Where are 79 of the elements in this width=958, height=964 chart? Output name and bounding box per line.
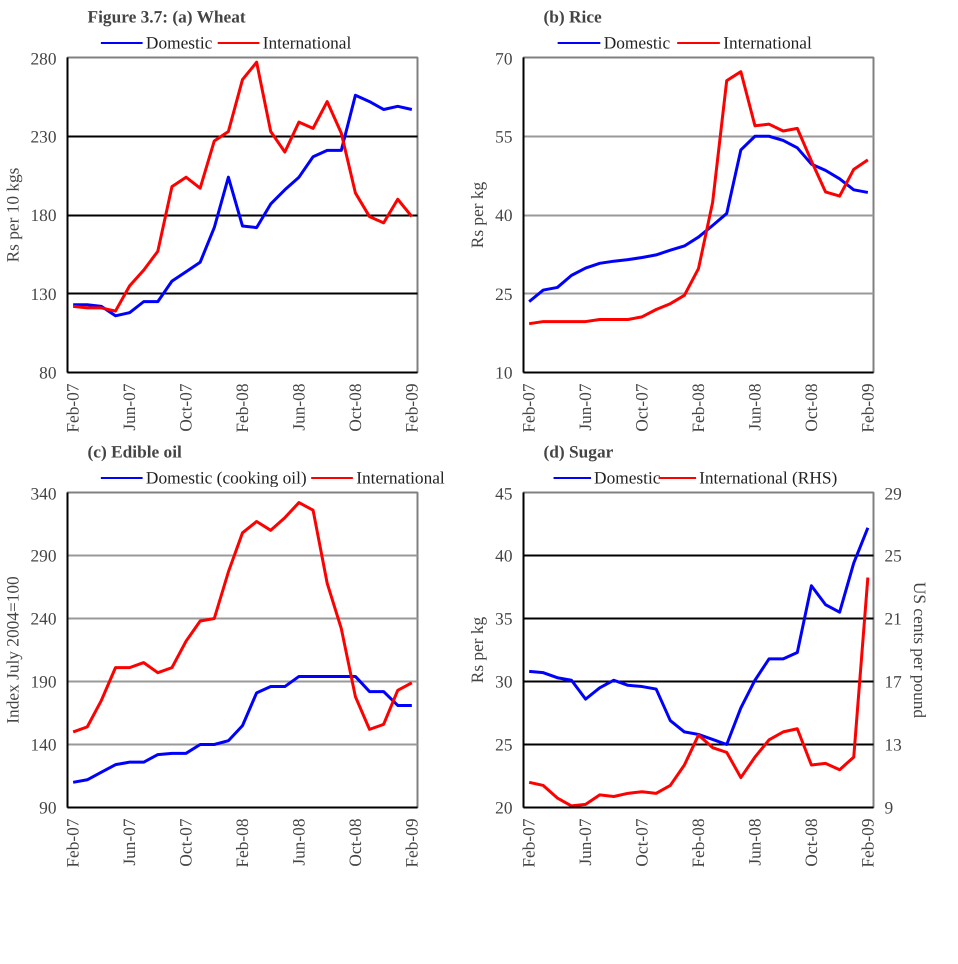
y-axis-title: Rs per 10 kgs [4,167,23,262]
x-tick-label: Jun-07 [120,383,140,431]
y-tick-label: 140 [30,736,57,754]
x-tick-label: Oct-08 [346,818,365,867]
y-tick-label: 20 [495,798,512,818]
y-tick-label: 190 [30,672,57,692]
line-series [528,70,870,326]
x-tick-label: Oct-07 [632,818,652,867]
x-tick-label: Feb-09 [858,383,878,433]
y-tick-label: 180 [30,206,57,225]
legend-label: International (RHS) [699,468,838,488]
x-tick-label: Feb-07 [520,818,539,868]
x-tick-label: Oct-07 [176,383,196,432]
x-tick-label: Oct-08 [802,818,821,867]
legend-label: Domestic [146,34,213,53]
x-tick-label: Jun-08 [745,384,764,431]
y-tick-label: 240 [30,610,57,628]
legend-label: International [723,34,812,53]
x-tick-label: Oct-07 [632,383,652,432]
legend-label: Domestic [594,468,661,488]
y-tick-label: 25 [495,284,512,304]
y2-tick-label: 9 [884,798,894,818]
y-axis-title: Rs per kg [468,616,488,684]
x-tick-label: Jun-07 [120,818,140,866]
y2-tick-label: 29 [884,484,902,504]
line-series [72,674,414,784]
y-tick-label: 30 [495,672,512,692]
y-tick-label: 35 [495,610,512,628]
y-tick-label: 230 [30,127,57,146]
x-tick-label: Jun-08 [745,818,764,866]
x-tick-label: Jun-07 [576,818,596,866]
y-tick-label: 80 [39,364,56,382]
y-tick-label: 340 [30,484,57,504]
x-tick-label: Feb-08 [689,383,708,433]
y-tick-label: 25 [495,736,512,754]
legend-label: Domestic [604,34,670,53]
x-tick-label: Oct-07 [176,818,196,867]
y2-axis-title: US cents per pound [910,582,929,718]
y2-tick-label: 13 [884,736,902,754]
y-tick-label: 40 [495,546,512,566]
y2-tick-label: 17 [884,672,902,692]
line-series [528,526,870,746]
x-tick-label: Oct-08 [802,383,821,432]
x-tick-label: Feb-07 [520,383,539,433]
chart-title: (b) Rice [544,8,602,26]
legend-label: Domestic (cooking oil) [146,468,307,488]
y-tick-label: 130 [30,284,57,304]
legend-label: International [356,468,445,488]
y2-tick-label: 21 [884,610,902,628]
legend-label: International [262,34,352,53]
x-tick-label: Jun-08 [289,384,308,431]
x-tick-label: Feb-08 [689,818,708,868]
x-tick-label: Feb-07 [64,383,83,433]
x-tick-label: Feb-08 [233,383,252,433]
y-tick-label: 10 [495,364,512,382]
x-tick-label: Jun-08 [289,818,308,866]
y-tick-label: 45 [495,484,512,504]
y-tick-label: 40 [495,206,512,225]
x-tick-label: Feb-08 [233,818,252,868]
y-tick-label: 55 [495,127,512,146]
chart-title: (c) Edible oil [88,442,182,462]
x-tick-label: Jun-07 [576,383,596,431]
y-tick-label: 90 [39,798,56,818]
x-tick-label: Feb-09 [402,383,422,433]
y-tick-label: 280 [30,50,57,68]
x-tick-label: Feb-07 [64,818,83,868]
x-tick-label: Oct-08 [346,383,365,432]
chart-title: Figure 3.7: (a) Wheat [88,8,246,26]
y-axis-title: Index July 2004=100 [4,576,23,724]
y2-tick-label: 25 [884,546,902,566]
y-tick-label: 290 [30,546,57,566]
x-tick-label: Feb-09 [858,818,878,868]
line-series [72,501,414,734]
x-tick-label: Feb-09 [402,818,422,868]
line-series [528,134,870,304]
y-tick-label: 70 [495,50,512,68]
y-axis-title: Rs per kg [468,181,488,248]
chart-title: (d) Sugar [544,442,614,462]
line-series [528,576,870,808]
